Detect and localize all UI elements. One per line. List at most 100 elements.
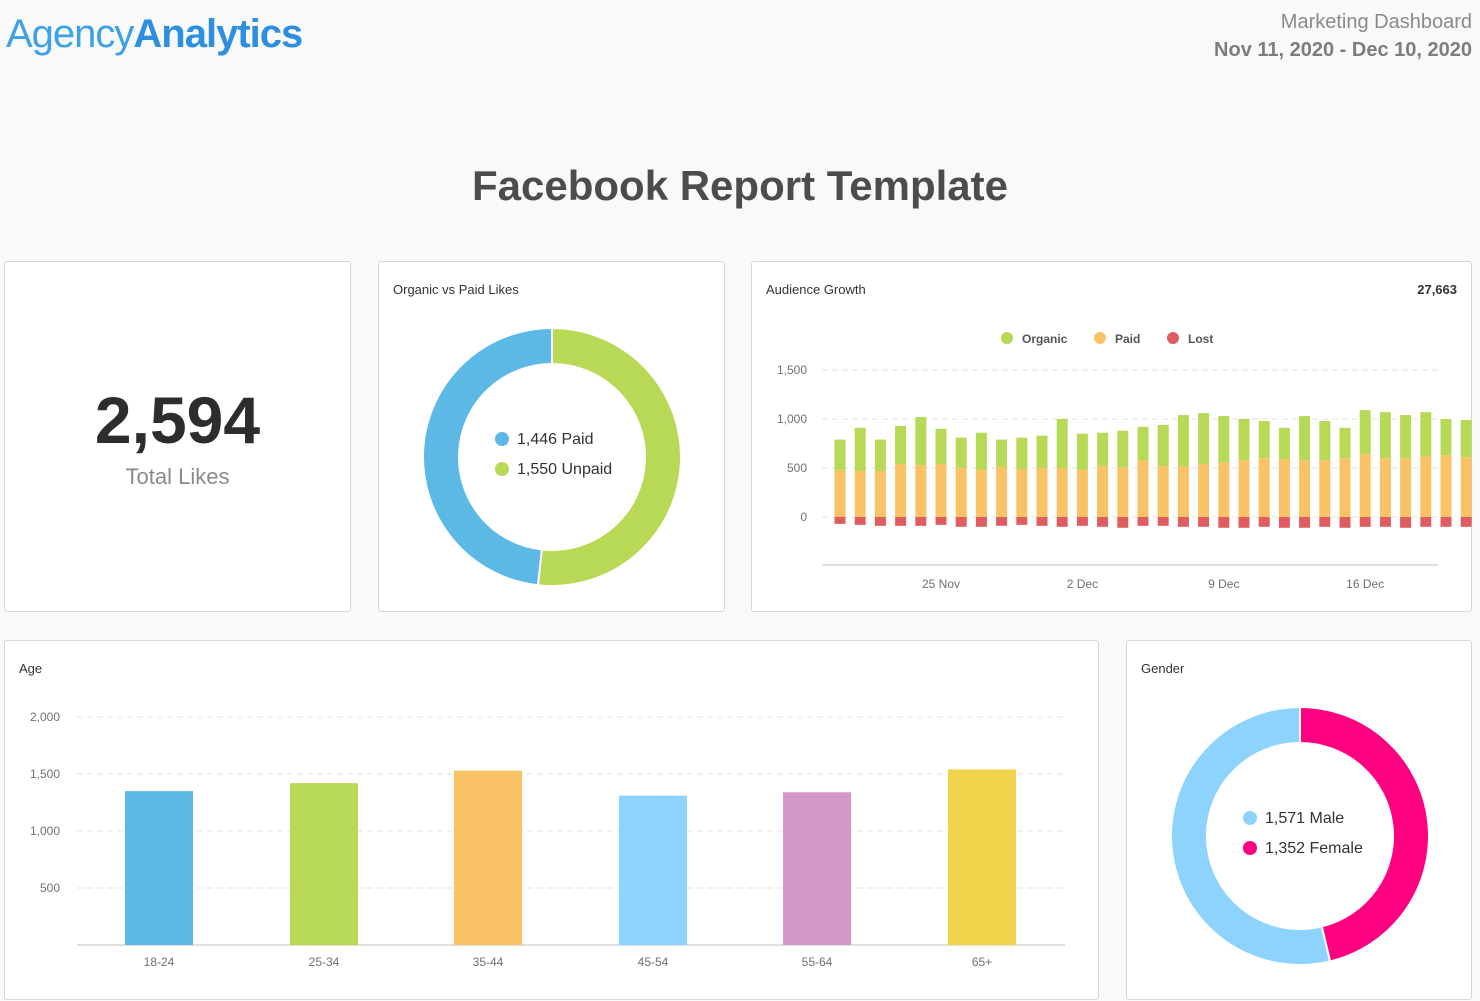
bar-lost — [1319, 517, 1331, 527]
logo-agency-text: Agency — [6, 12, 134, 56]
bar-lost — [1278, 517, 1290, 528]
donut-slice-0 — [422, 326, 553, 587]
x-tick-label: 16 Dec — [1346, 577, 1384, 591]
bar-paid — [1157, 466, 1169, 517]
gender-card: Gender 1,571 Male 1,352 Female — [1126, 640, 1472, 1000]
bar-lost — [935, 517, 947, 525]
bar-organic — [1076, 433, 1088, 470]
dashboard-name: Marketing Dashboard — [1280, 11, 1472, 33]
bar-lost — [915, 517, 927, 526]
logo[interactable]: AgencyAnalytics — [6, 12, 303, 57]
y-tick-label: 1,500 — [30, 767, 60, 781]
gender-donut: 1,571 Male 1,352 Female — [1170, 705, 1430, 966]
x-tick-label: 45-54 — [638, 955, 669, 969]
bar-organic — [915, 417, 927, 466]
bar-lost — [955, 517, 967, 527]
bar-lost — [1218, 517, 1230, 528]
bar-paid — [1299, 460, 1311, 517]
x-tick-label: 25-34 — [309, 955, 340, 969]
age-bar — [454, 770, 522, 945]
bar-paid — [854, 470, 866, 517]
x-tick-label: 9 Dec — [1208, 577, 1239, 591]
bar-organic — [1359, 410, 1371, 455]
bar-lost — [1157, 517, 1169, 526]
bar-paid — [1319, 460, 1331, 517]
bar-organic — [895, 425, 907, 465]
bar-paid — [1097, 466, 1109, 517]
bar-lost — [1359, 517, 1371, 527]
bar-lost — [874, 517, 886, 526]
bar-paid — [1440, 455, 1452, 517]
audience-growth-card: Audience Growth 27,663 Organic Paid Lost 1,… — [751, 261, 1472, 612]
audience-growth-total: 27,663 — [1417, 282, 1457, 297]
legend-dot — [1243, 841, 1257, 855]
bar-paid — [1460, 457, 1472, 517]
bar-organic — [1460, 419, 1472, 458]
bar-paid — [895, 464, 907, 517]
y-tick-label: 500 — [787, 461, 807, 475]
bar-paid — [834, 469, 846, 517]
total-likes-card: 2,594 Total Likes — [4, 261, 351, 612]
donut-label: 1,446 Paid — [517, 431, 594, 448]
donut-label: 1,571 Male — [1265, 810, 1344, 827]
x-tick-label: 25 Nov — [922, 577, 960, 591]
bar-lost — [854, 517, 866, 525]
age-bar — [125, 791, 193, 945]
report-header-info: Marketing Dashboard Nov 11, 2020 - Dec 1… — [1214, 8, 1472, 64]
bar-paid — [1016, 468, 1028, 517]
bar-organic — [1440, 419, 1452, 456]
bar-lost — [1137, 517, 1149, 526]
bar-organic — [1339, 427, 1351, 459]
bar-organic — [1420, 412, 1432, 457]
x-tick-label: 35-44 — [473, 955, 504, 969]
legend-label: Organic — [1022, 332, 1068, 346]
organic-vs-paid-card: Organic vs Paid Likes 1,446 Paid 1,550 Un… — [378, 261, 725, 612]
bar-organic — [1056, 419, 1068, 468]
bar-paid — [1137, 460, 1149, 517]
bar-lost — [1117, 517, 1129, 528]
bar-organic — [1400, 415, 1412, 459]
donut-slice-0 — [1170, 705, 1332, 966]
legend-dot — [1094, 332, 1106, 344]
bar-organic — [1299, 416, 1311, 461]
bar-paid — [1359, 454, 1371, 517]
bar-organic — [975, 432, 987, 470]
age-card: Age 2,000 1,500 1,000 500 18-24 25-34 35-44 45-… — [4, 640, 1099, 1000]
bar-paid — [1036, 468, 1048, 517]
organic-vs-paid-donut: 1,446 Paid 1,550 Unpaid — [422, 326, 682, 587]
bar-paid — [1400, 458, 1412, 517]
y-tick-label: 1,000 — [777, 412, 807, 426]
x-tick-label: 55-64 — [802, 955, 833, 969]
bar-organic — [1218, 416, 1230, 463]
logo-analytics-text: Analytics — [133, 12, 303, 56]
bar-organic — [1379, 412, 1391, 459]
bar-organic — [1177, 415, 1189, 467]
bar-lost — [996, 517, 1008, 526]
bar-lost — [1076, 517, 1088, 526]
bar-organic — [1278, 427, 1290, 460]
y-tick-label: 2,000 — [30, 710, 60, 724]
bar-organic — [1157, 424, 1169, 467]
bar-organic — [854, 427, 866, 471]
age-chart: 2,000 1,500 1,000 500 18-24 25-34 35-44 45-54 55… — [30, 710, 1065, 969]
bar-organic — [1117, 430, 1129, 468]
bar-lost — [1056, 517, 1068, 527]
bar-lost — [1036, 517, 1048, 526]
bar-organic — [955, 437, 967, 468]
bar-organic — [874, 439, 886, 471]
audience-growth-title: Audience Growth — [766, 282, 866, 297]
bar-paid — [1198, 464, 1210, 517]
bar-lost — [975, 517, 987, 527]
legend-dot — [495, 462, 509, 476]
gender-title: Gender — [1141, 661, 1185, 676]
bar-organic — [996, 439, 1008, 468]
bar-lost — [1400, 517, 1412, 528]
bar-lost — [1339, 517, 1351, 528]
bar-organic — [1137, 426, 1149, 461]
bar-lost — [1016, 517, 1028, 525]
bar-organic — [1258, 420, 1270, 459]
bar-lost — [1198, 517, 1210, 527]
age-bar — [290, 783, 358, 945]
age-bar — [783, 792, 851, 945]
bar-paid — [1339, 458, 1351, 517]
